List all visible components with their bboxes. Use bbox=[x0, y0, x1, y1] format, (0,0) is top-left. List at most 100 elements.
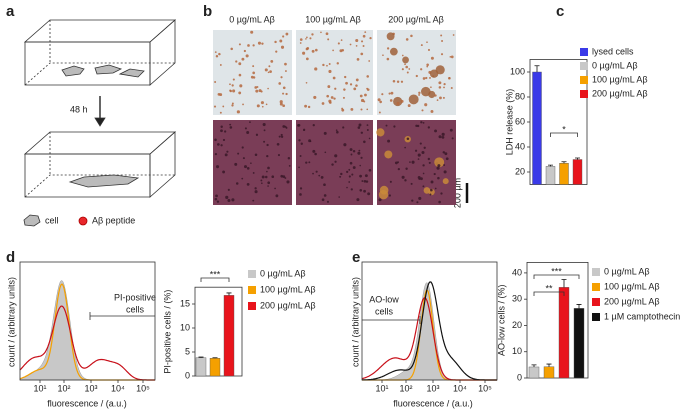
cell-dot bbox=[264, 175, 268, 179]
cell-dot bbox=[410, 182, 413, 185]
cell-dot bbox=[322, 63, 325, 67]
cell-dot bbox=[242, 157, 245, 160]
cell-dot bbox=[361, 40, 364, 43]
cell-dot bbox=[385, 124, 388, 127]
cell-dot bbox=[358, 123, 362, 127]
cell-dot bbox=[266, 154, 269, 158]
legend-label: 100 µg/mL Aβ bbox=[260, 284, 316, 294]
legend-label: 100 µg/mL Aβ bbox=[604, 281, 660, 291]
y-axis-label: count / (arbitrary units) bbox=[6, 277, 16, 367]
x-tick-label: 10² bbox=[57, 383, 70, 393]
cell-dot bbox=[406, 137, 410, 140]
cell-dot bbox=[323, 183, 326, 187]
cell-dot bbox=[438, 86, 442, 89]
cell-dot bbox=[341, 48, 345, 52]
cell-dot bbox=[400, 99, 404, 103]
cell-dot bbox=[426, 63, 429, 67]
cell-dot bbox=[363, 179, 367, 183]
cell-dot bbox=[252, 172, 255, 174]
cell-dot bbox=[450, 86, 453, 90]
cell-dot bbox=[422, 185, 425, 188]
cell-dot bbox=[389, 47, 398, 56]
cell-dot bbox=[368, 137, 371, 140]
cell-dot bbox=[377, 98, 381, 102]
cell-dot bbox=[242, 103, 244, 106]
cell-dot bbox=[397, 161, 399, 164]
bar bbox=[573, 308, 585, 379]
cell-dot bbox=[386, 32, 395, 41]
x-tick-label: 10¹ bbox=[33, 383, 46, 393]
cell-dot bbox=[365, 180, 369, 183]
cell-dot bbox=[234, 162, 238, 166]
cell-dot bbox=[280, 133, 283, 137]
cell-dot bbox=[401, 175, 405, 179]
cell-dot bbox=[334, 154, 338, 158]
cell-dot bbox=[214, 80, 217, 83]
cell-dot bbox=[405, 65, 409, 69]
legend-label: lysed cells bbox=[592, 46, 634, 56]
cell-dot bbox=[231, 102, 234, 105]
legend-label: 200 µg/mL Aβ bbox=[604, 296, 660, 306]
cell-dot bbox=[343, 88, 346, 91]
legend-swatch bbox=[592, 283, 600, 291]
cell-dot bbox=[343, 143, 347, 147]
plot-frame bbox=[361, 261, 498, 381]
significance-bracket bbox=[533, 291, 565, 296]
cell-dot bbox=[222, 105, 225, 108]
cell-dot bbox=[422, 77, 426, 80]
cell-dot bbox=[346, 186, 348, 189]
cell-dot bbox=[451, 137, 454, 140]
cell-dot bbox=[287, 157, 291, 160]
cell-dot bbox=[214, 138, 217, 142]
cell-dot bbox=[329, 101, 332, 104]
cell-dot bbox=[331, 163, 334, 166]
cell-dot bbox=[424, 103, 428, 107]
cell-dot bbox=[390, 91, 394, 95]
gate-label: AO-low bbox=[369, 294, 399, 304]
cell-dot bbox=[215, 165, 220, 169]
cell-dot bbox=[423, 146, 426, 149]
cell-dot bbox=[252, 71, 256, 75]
cell-dot bbox=[356, 198, 360, 202]
legend-swatch bbox=[248, 302, 256, 310]
cell-dot bbox=[425, 76, 428, 80]
cell-dot bbox=[402, 56, 409, 64]
cell-dot bbox=[362, 45, 365, 47]
error-bar bbox=[531, 364, 537, 367]
cell-dot bbox=[219, 64, 222, 66]
cell-dot bbox=[267, 181, 271, 185]
error-bar bbox=[546, 363, 552, 367]
cell-dot bbox=[359, 188, 363, 192]
cell-dot bbox=[308, 139, 312, 143]
cell-dot bbox=[350, 153, 353, 156]
cell-dot bbox=[323, 131, 327, 135]
cell-dot bbox=[434, 129, 438, 133]
error-bar bbox=[198, 356, 204, 358]
y-tick-label: 40 bbox=[512, 267, 522, 277]
legend-swatch bbox=[248, 270, 256, 278]
cell-dot bbox=[265, 103, 268, 106]
cell-dot bbox=[282, 125, 286, 128]
cell-dot bbox=[415, 74, 418, 78]
cell-dot bbox=[417, 176, 421, 179]
cell-dot bbox=[238, 62, 242, 66]
cell-dot bbox=[318, 174, 321, 177]
cell-dot bbox=[433, 172, 436, 176]
cell-dot bbox=[443, 83, 446, 86]
cell-dot bbox=[323, 194, 327, 197]
cell-dot bbox=[305, 161, 308, 164]
y-tick-label: 30 bbox=[512, 294, 522, 304]
cell-dot bbox=[282, 86, 286, 90]
cell-dot bbox=[426, 41, 428, 44]
y-axis-label: count / (arbitrary units) bbox=[350, 277, 360, 367]
cell-dot bbox=[255, 133, 259, 136]
cell-dot bbox=[437, 176, 440, 180]
x-axis-label: fluorescence / (a.u.) bbox=[393, 398, 473, 408]
cell-dot bbox=[220, 144, 223, 147]
cell-dot bbox=[428, 161, 431, 164]
legend-swatch bbox=[580, 48, 588, 56]
cell-dot bbox=[382, 54, 384, 57]
cell-dot bbox=[309, 37, 312, 40]
cell-dot bbox=[263, 129, 266, 132]
cell-dot bbox=[440, 192, 443, 195]
